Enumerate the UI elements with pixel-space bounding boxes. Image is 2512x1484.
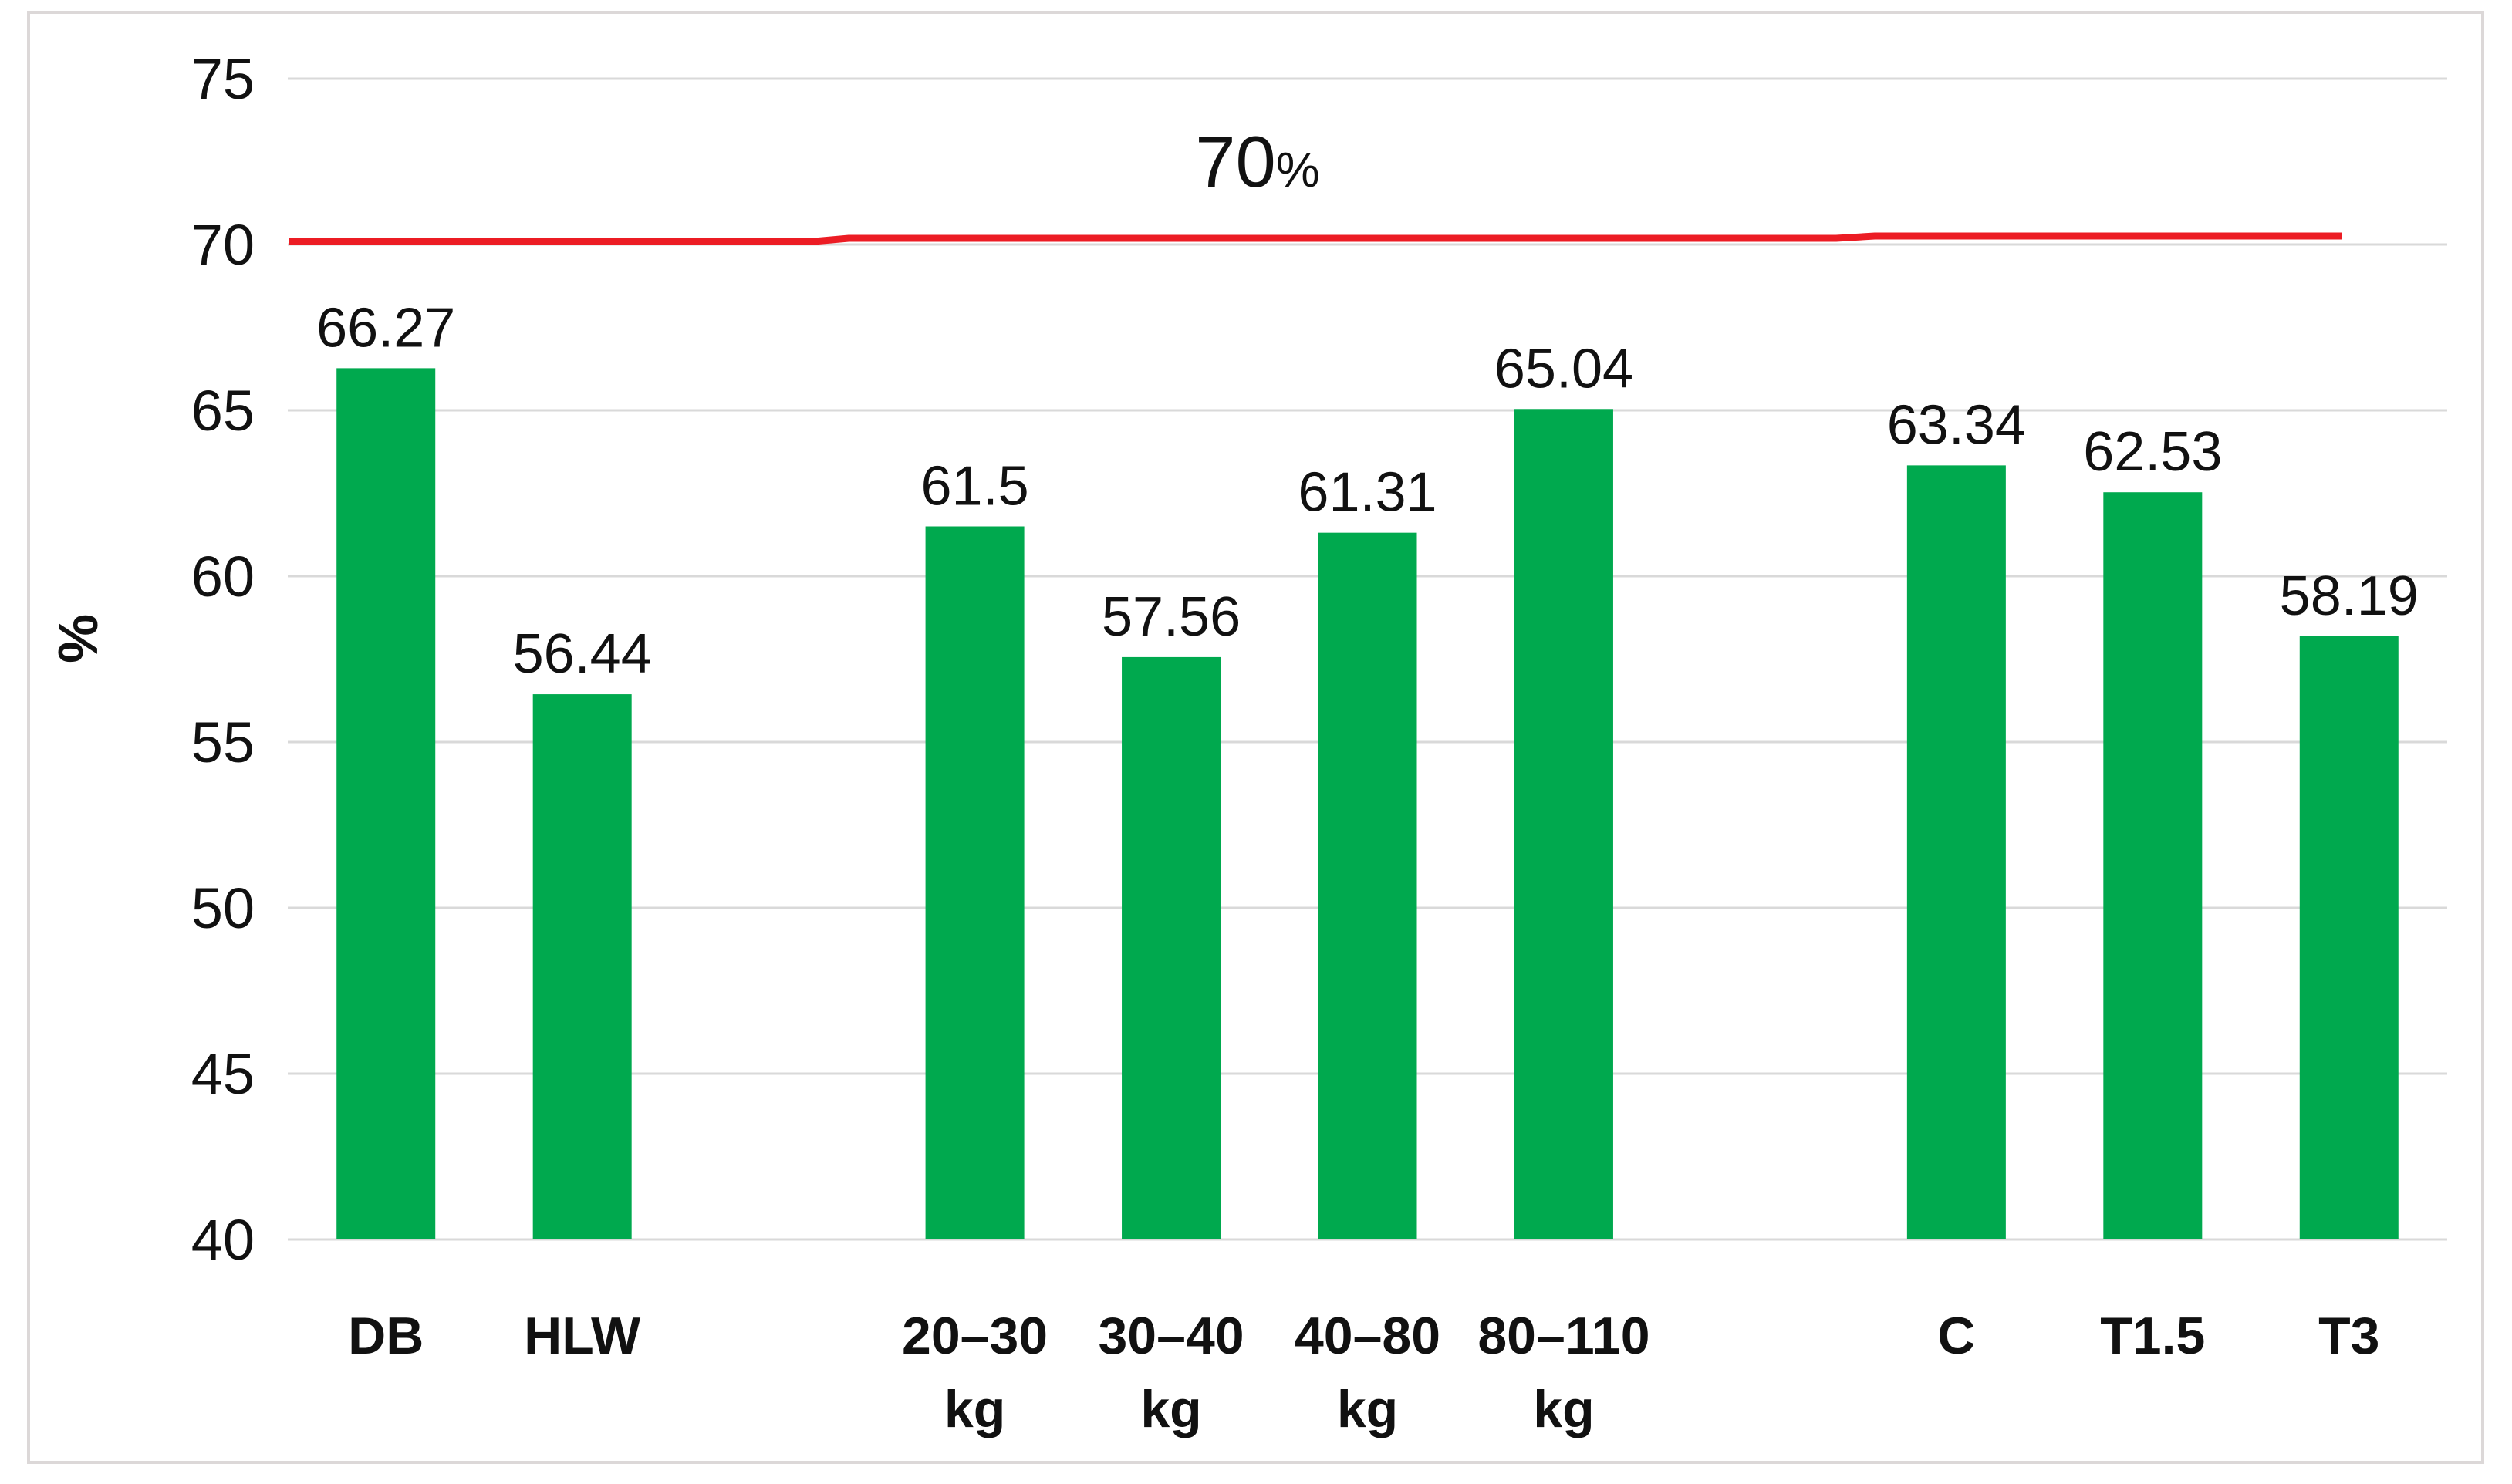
bar-value-label: 66.27 (316, 297, 455, 359)
bar-value-label: 63.34 (1887, 394, 2026, 456)
y-axis-tick-label: 50 (191, 876, 255, 940)
bar-value-label: 61.5 (921, 456, 1029, 518)
y-axis-tick-label: 75 (191, 47, 255, 111)
y-axis-title: % (46, 614, 108, 663)
x-axis-label: T1.5 (2100, 1307, 2205, 1365)
x-axis-label: DB (348, 1307, 424, 1365)
x-axis-label: HLW (524, 1307, 641, 1365)
x-axis-label: 30–40 (1098, 1307, 1244, 1365)
bar (1514, 409, 1613, 1239)
y-axis-tick-label: 60 (191, 545, 255, 609)
x-axis-label-line2: kg (1140, 1380, 1201, 1438)
bar (2299, 636, 2399, 1239)
x-axis-label: C (1937, 1307, 1975, 1365)
y-axis-tick-label: 55 (191, 710, 255, 774)
reference-line-label: 70% (1195, 121, 1319, 202)
bar (2103, 492, 2203, 1239)
bar-value-label: 61.31 (1298, 462, 1437, 524)
bar-value-label: 56.44 (513, 623, 652, 685)
bar (925, 526, 1025, 1239)
x-axis-label-line2: kg (1533, 1380, 1594, 1438)
y-axis-tick-label: 40 (191, 1208, 255, 1272)
bar-value-label: 65.04 (1494, 338, 1633, 400)
bar (336, 368, 436, 1239)
bar (532, 694, 632, 1239)
x-axis-label: 40–80 (1295, 1307, 1440, 1365)
bar-value-label: 58.19 (2280, 565, 2419, 627)
x-axis-label: T3 (2318, 1307, 2379, 1365)
y-axis-tick-label: 45 (191, 1042, 255, 1106)
x-axis-label: 80–110 (1477, 1307, 1649, 1365)
chart-frame (27, 11, 2484, 1464)
bar (1318, 532, 1417, 1239)
x-axis-label-line2: kg (944, 1380, 1005, 1438)
reference-line (289, 232, 2342, 245)
x-axis-label: 20–30 (902, 1307, 1048, 1365)
bar (1122, 656, 1221, 1239)
y-axis-tick-label: 65 (191, 379, 255, 443)
bar-value-label: 62.53 (2083, 421, 2222, 483)
bar (1906, 465, 2006, 1239)
bar-value-label: 57.56 (1102, 586, 1241, 648)
x-axis-label-line2: kg (1337, 1380, 1398, 1438)
y-axis-tick-label: 70 (191, 213, 255, 277)
